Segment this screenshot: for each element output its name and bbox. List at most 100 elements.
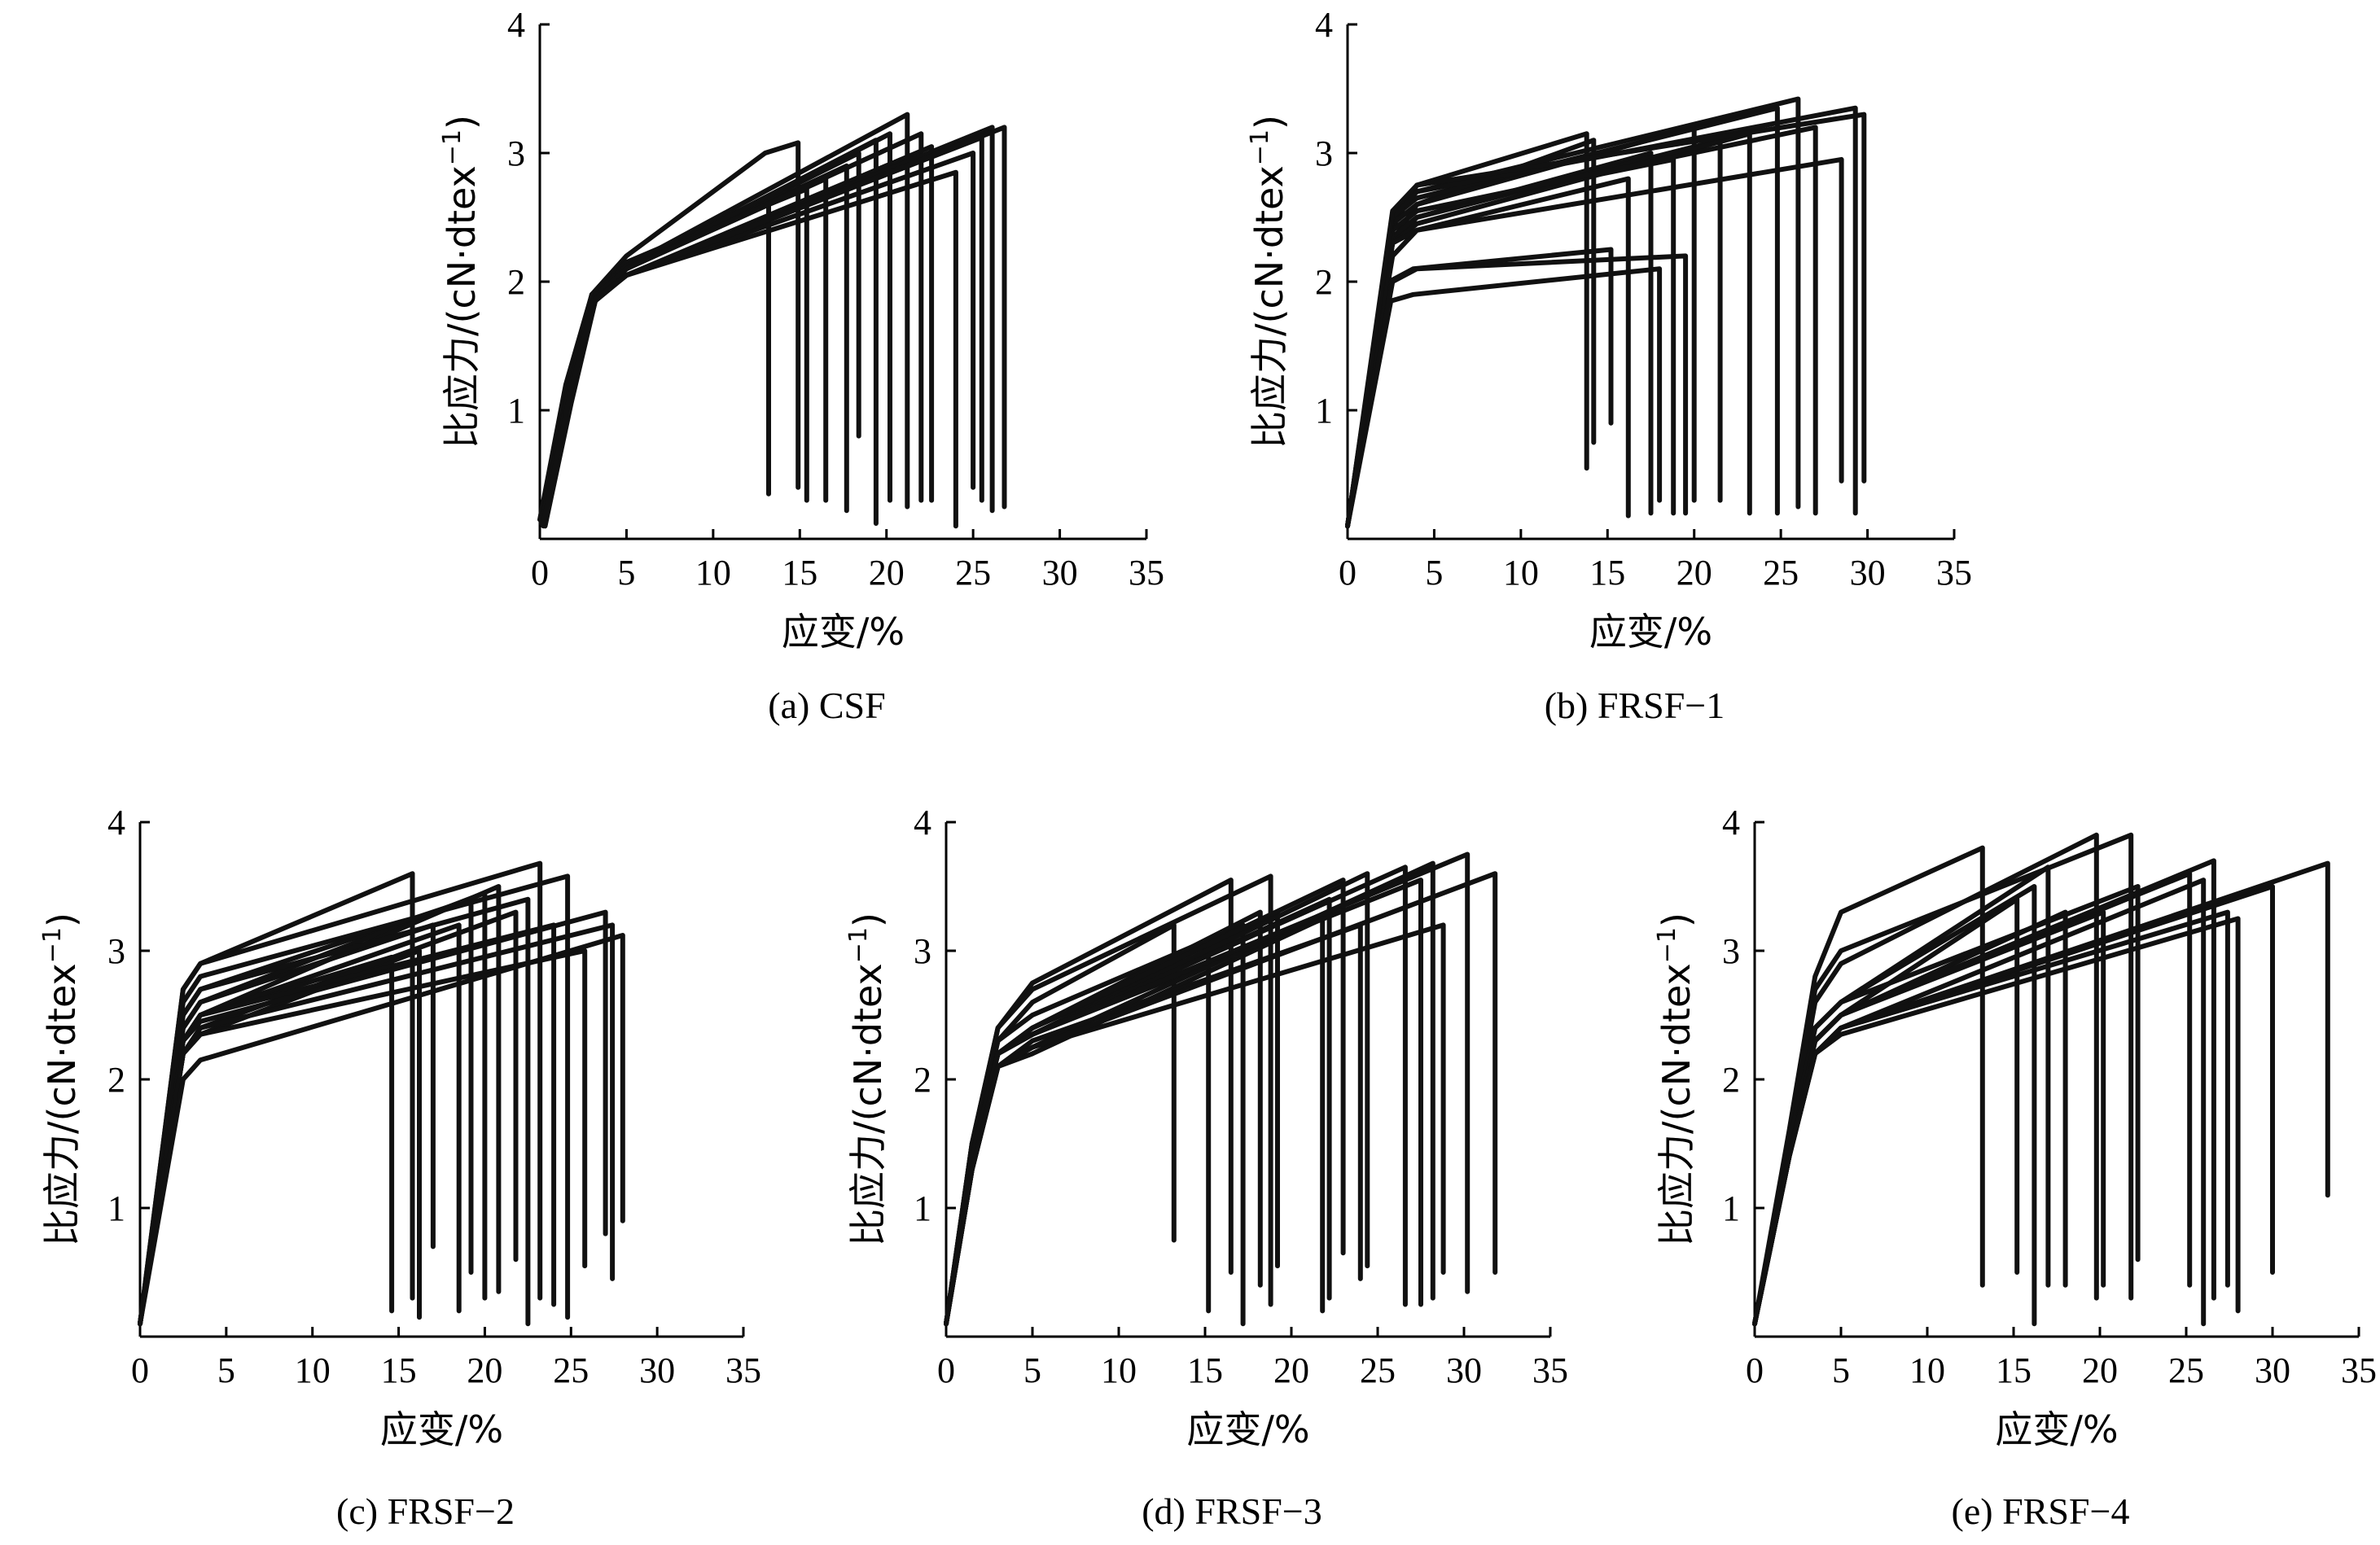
series-line-s16 <box>138 922 616 1327</box>
x-axis-label: 应变/% <box>380 1407 503 1451</box>
x-tick-label: 25 <box>1763 553 1799 593</box>
y-axis-label-close: ) <box>1247 115 1291 129</box>
y-tick-label: 3 <box>507 133 525 173</box>
y-tick-label: 1 <box>107 1188 125 1228</box>
y-tick-label: 4 <box>507 5 525 45</box>
series-line-s5 <box>944 909 1263 1327</box>
y-axis-label-superscript: −1 <box>38 927 67 963</box>
y-tick-label: 2 <box>1315 262 1333 302</box>
y-axis-label-close: ) <box>1655 913 1698 927</box>
y-tick-label: 1 <box>1722 1188 1740 1228</box>
x-tick-label: 15 <box>1589 553 1625 593</box>
x-tick-label: 0 <box>531 553 549 593</box>
y-axis-label: 比应力/(cN·dtex−1) <box>438 115 484 449</box>
x-tick-label: 5 <box>1832 1350 1850 1390</box>
x-tick-label: 30 <box>1850 553 1886 593</box>
series-line-s17 <box>138 933 625 1327</box>
series-line-s1 <box>1752 845 1985 1327</box>
y-tick-label: 3 <box>1722 931 1740 971</box>
y-axis-label-main: 比应力/(cN·dtex <box>1655 963 1698 1246</box>
y-tick-label: 3 <box>107 931 125 971</box>
y-tick-label: 3 <box>1315 133 1333 173</box>
x-tick-label: 0 <box>1339 553 1357 593</box>
y-axis-label-close: ) <box>40 913 84 927</box>
series-line-s8 <box>1345 253 1689 529</box>
x-tick-label: 5 <box>1023 1350 1041 1390</box>
y-tick-label: 2 <box>914 1060 931 1100</box>
y-axis-label-superscript: −1 <box>1653 927 1681 963</box>
y-tick-label: 2 <box>507 262 525 302</box>
x-tick-label: 10 <box>295 1350 331 1390</box>
x-tick-label: 20 <box>1273 1350 1309 1390</box>
series-line-s14 <box>944 878 1423 1327</box>
y-axis-label-main: 比应力/(cN·dtex <box>440 165 484 449</box>
x-tick-label: 35 <box>725 1350 761 1390</box>
panel-caption: (b) FRSF−1 <box>1545 685 1725 726</box>
x-tick-label: 10 <box>1909 1350 1945 1390</box>
x-tick-label: 25 <box>2168 1350 2204 1390</box>
panel-caption: (e) FRSF−4 <box>1952 1490 2130 1532</box>
series-line-s16 <box>1752 860 2330 1327</box>
series-line-s4 <box>542 176 829 529</box>
y-axis-label: 比应力/(cN·dtex−1) <box>844 913 890 1246</box>
y-tick-label: 4 <box>107 803 125 843</box>
x-tick-label: 20 <box>869 553 905 593</box>
chart-panel-c: 0 5 10 15 20 25 30 35 1 2 3 4 应变/% 比应力/(cN·dtex−1) (c)… <box>38 803 761 1532</box>
x-tick-label: 5 <box>617 553 635 593</box>
series-line-s1 <box>537 140 801 523</box>
y-tick-label: 4 <box>914 803 931 843</box>
y-tick-label: 2 <box>1722 1060 1740 1100</box>
series-line-s9 <box>539 112 910 526</box>
y-axis-label-close: ) <box>846 913 890 927</box>
x-tick-label: 15 <box>1187 1350 1223 1390</box>
x-tick-label: 35 <box>2341 1350 2377 1390</box>
x-axis-label: 应变/% <box>1589 610 1712 654</box>
x-tick-label: 0 <box>131 1350 149 1390</box>
y-axis-label: 比应力/(cN·dtex−1) <box>1653 913 1698 1246</box>
x-tick-label: 30 <box>1446 1350 1482 1390</box>
y-tick-label: 1 <box>914 1188 931 1228</box>
panel-caption: (c) FRSF−2 <box>336 1490 515 1532</box>
y-tick-label: 4 <box>1722 803 1740 843</box>
series-line-s18 <box>944 871 1498 1327</box>
y-tick-label: 4 <box>1315 5 1333 45</box>
x-tick-label: 20 <box>467 1350 502 1390</box>
y-tick-label: 2 <box>107 1060 125 1100</box>
chart-panel-e: 0 5 10 15 20 25 30 35 1 2 3 4 应变/% 比应力/(cN·dtex−1) (e)… <box>1653 803 2377 1532</box>
x-tick-label: 20 <box>1677 553 1712 593</box>
series-line-s15 <box>1752 884 2275 1327</box>
y-axis-label-main: 比应力/(cN·dtex <box>846 963 890 1246</box>
series-line-s10 <box>944 878 1346 1327</box>
x-tick-label: 15 <box>381 1350 417 1390</box>
x-tick-label: 10 <box>1101 1350 1137 1390</box>
x-tick-label: 25 <box>553 1350 589 1390</box>
y-axis-label-close: ) <box>440 115 484 129</box>
series-line-s16 <box>541 125 1007 526</box>
x-tick-label: 15 <box>1996 1350 2032 1390</box>
x-tick-label: 5 <box>217 1350 235 1390</box>
series-line-s11 <box>138 860 543 1327</box>
chart-panel-b: 0 5 10 15 20 25 30 35 1 2 3 4 应变/% 比应力/(cN·dtex−1) (b)… <box>1246 5 1972 726</box>
x-axis-label: 应变/% <box>1186 1407 1309 1451</box>
y-axis-label-superscript: −1 <box>844 927 873 963</box>
y-axis-label: 比应力/(cN·dtex−1) <box>38 913 84 1246</box>
x-tick-label: 5 <box>1425 553 1443 593</box>
series-line-s12 <box>138 922 557 1327</box>
x-tick-label: 10 <box>695 553 731 593</box>
x-tick-label: 35 <box>1936 553 1972 593</box>
x-tick-label: 15 <box>782 553 817 593</box>
series-line-s15 <box>1345 156 1844 529</box>
y-axis-label-main: 比应力/(cN·dtex <box>1247 165 1291 449</box>
x-tick-label: 35 <box>1129 553 1164 593</box>
y-tick-label: 1 <box>1315 391 1333 431</box>
x-tick-label: 0 <box>937 1350 955 1390</box>
x-tick-label: 30 <box>639 1350 675 1390</box>
series-line-s12 <box>944 871 1370 1327</box>
series-line-s12 <box>1345 105 1780 529</box>
y-tick-label: 3 <box>914 931 931 971</box>
series-line-s13 <box>138 873 571 1327</box>
x-tick-label: 35 <box>1532 1350 1568 1390</box>
series-line-s17 <box>1345 112 1867 529</box>
y-axis-label: 比应力/(cN·dtex−1) <box>1246 115 1291 449</box>
